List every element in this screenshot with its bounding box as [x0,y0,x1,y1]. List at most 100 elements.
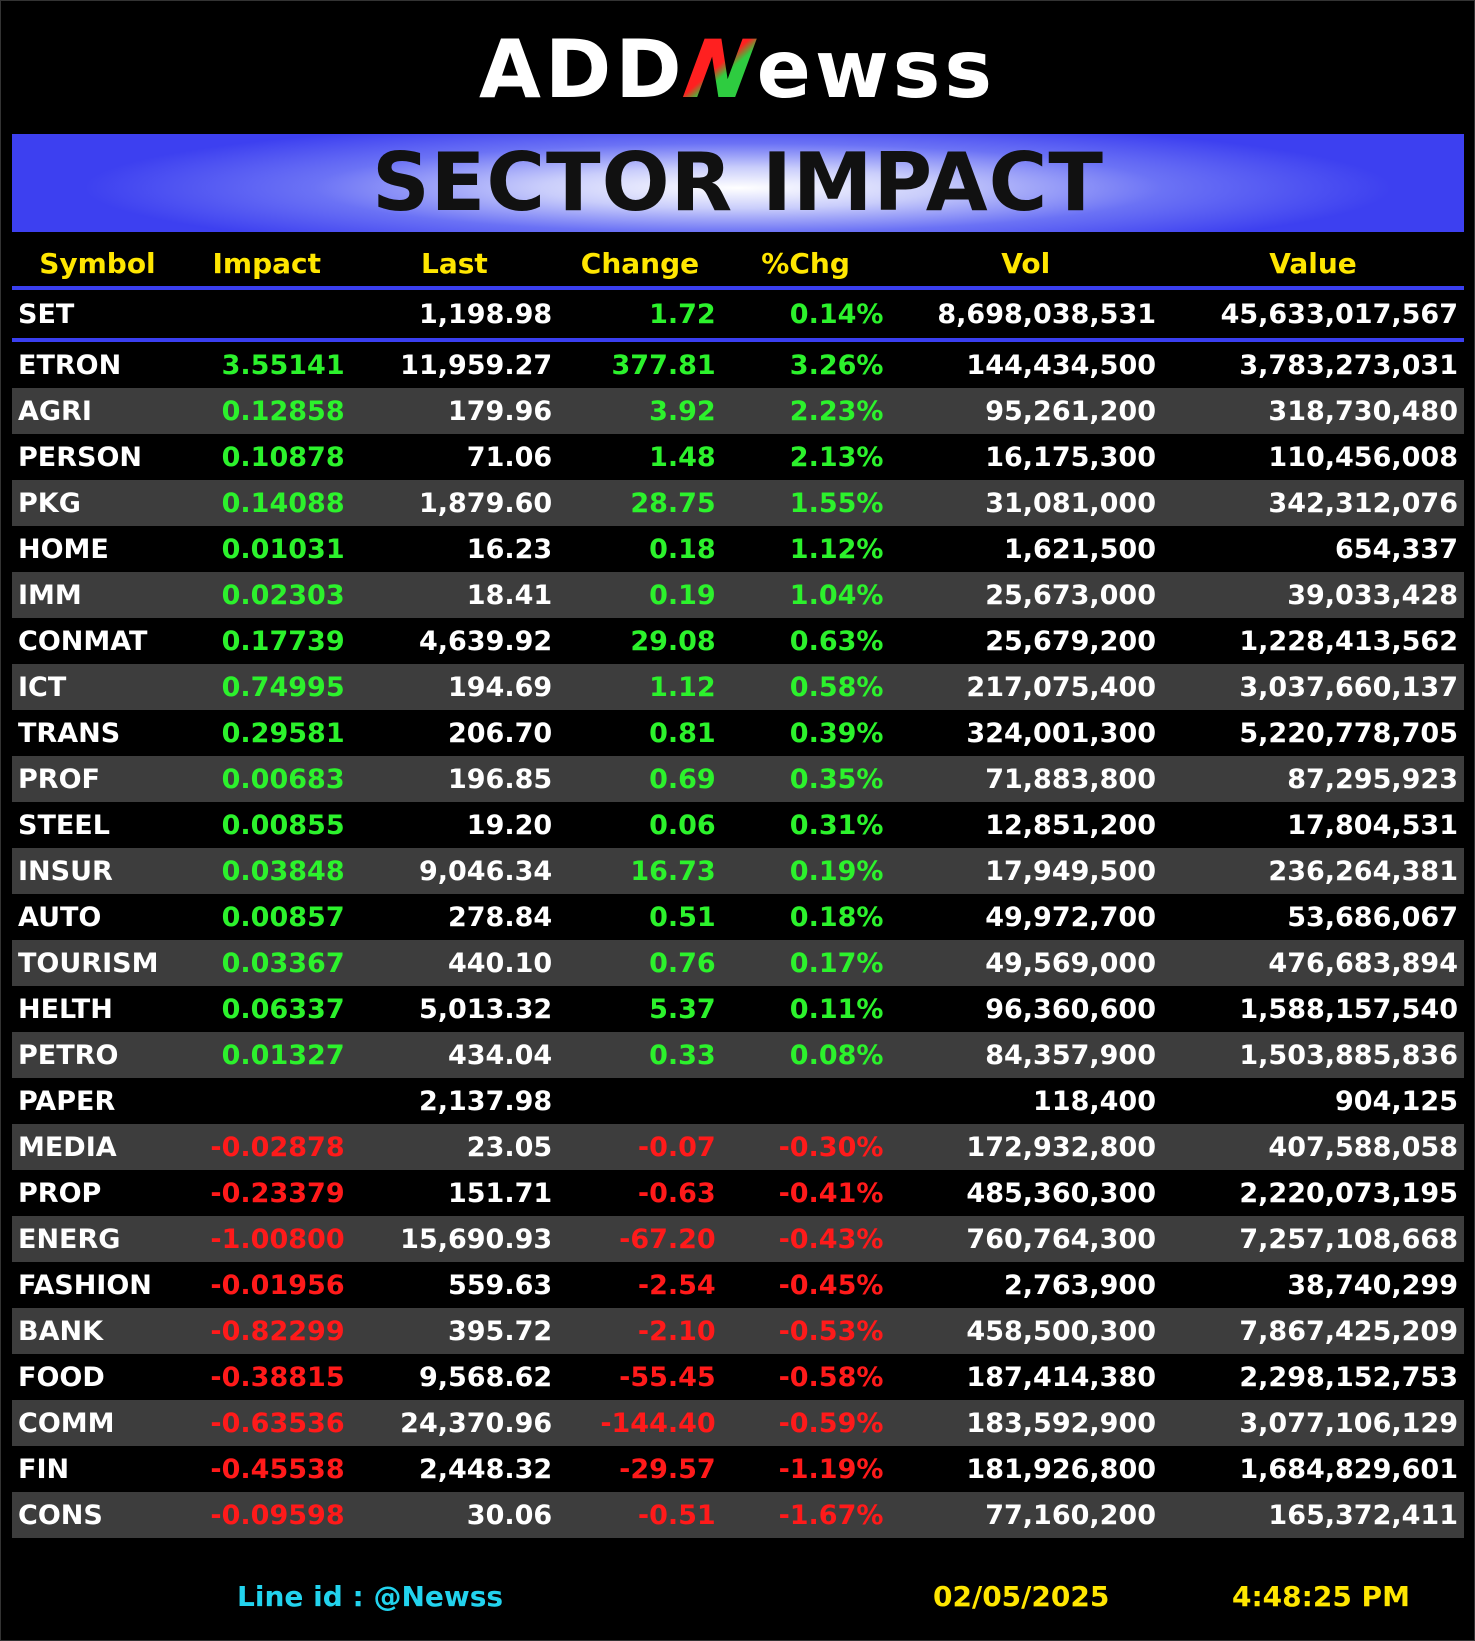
sector-last: 559.63 [447,1269,553,1301]
sector-change: -144.40 [558,1400,722,1446]
table-row: ICT 0.74995 194.69 1.12 0.58% 217,075,400 3,03… [12,664,1464,710]
sector-value: 654,337 [1335,533,1458,565]
market-value: 45,633,017,567 [1162,288,1464,342]
market-impact [182,288,351,342]
table-row: HELTH 0.06337 5,013.32 5.37 0.11% 96,360,600 1… [12,986,1464,1032]
sector-vol: 25,673,000 [889,572,1163,618]
sector-change: 28.75 [558,480,722,526]
sector-change: -55.45 [619,1361,716,1393]
sector-pct-change: -0.41% [778,1177,884,1209]
sector-impact: -1.00800 [182,1216,351,1262]
table-row: TOURISM 0.03367 440.10 0.76 0.17% 49,569,000 4… [12,940,1464,986]
banner-title: SECTOR IMPACT [372,136,1104,229]
column-header-vol: Vol [889,240,1163,290]
sector-impact: 0.00683 [182,756,351,802]
sector-pct-change: -0.58% [778,1361,884,1393]
sector-change: -2.10 [558,1308,722,1354]
sector-value: 1,503,885,836 [1162,1032,1464,1078]
sector-symbol: AGRI [12,388,183,434]
sector-change: 377.81 [611,349,716,381]
sector-pct-change: 1.12% [789,533,884,565]
sector-symbol: CONS [12,1492,183,1538]
sector-value: 342,312,076 [1162,480,1464,526]
sector-impact-banner: SECTOR IMPACT [12,134,1464,232]
table-row: INSUR 0.03848 9,046.34 16.73 0.19% 17,949,500… [12,848,1464,894]
sector-pct-change: -0.53% [721,1308,890,1354]
sector-vol: 485,360,300 [966,1177,1157,1209]
table-row: AUTO 0.00857 278.84 0.51 0.18% 49,972,700 53,6… [12,894,1464,940]
sector-change: -29.57 [619,1453,716,1485]
sector-last: 440.10 [350,940,559,986]
market-change: 1.72 [558,288,722,342]
sector-pct-change: -0.30% [721,1124,890,1170]
table-row: CONS -0.09598 30.06 -0.51 -1.67% 77,160,200 16… [12,1492,1464,1538]
sector-last: 2,448.32 [418,1453,553,1485]
sector-symbol: AUTO [18,901,102,933]
sector-pct-change: 1.55% [721,480,890,526]
sector-impact-table: Symbol Impact Last Change %Chg Vol Value… [12,240,1464,1538]
market-last: 1,198.98 [350,288,559,342]
sector-last: 278.84 [447,901,553,933]
table-row: PROP -0.23379 151.71 -0.63 -0.41% 485,360,300… [12,1170,1464,1216]
sector-impact: 0.74995 [182,664,351,710]
logo-part-1: ADD [478,23,686,116]
sector-change: 0.06 [649,809,716,841]
sector-value: 318,730,480 [1162,388,1464,434]
sector-change: -0.07 [558,1124,722,1170]
sector-last: 9,046.34 [350,848,559,894]
column-header-impact: Impact [182,240,351,290]
table-row: STEEL 0.00855 19.20 0.06 0.31% 12,851,200 17,8… [12,802,1464,848]
addnewss-logo: ADDNewss [0,20,1475,120]
sector-last: 18.41 [350,572,559,618]
table-row: ETRON 3.55141 11,959.27 377.81 3.26% 144,434,… [12,340,1464,388]
sector-symbol: INSUR [12,848,183,894]
sector-value: 165,372,411 [1162,1492,1464,1538]
table-row: PAPER 2,137.98 118,400 904,125 [12,1078,1464,1124]
sector-last: 194.69 [350,664,559,710]
sector-symbol: PERSON [18,441,143,473]
sector-vol: 1,621,500 [1003,533,1157,565]
table-row: BANK -0.82299 395.72 -2.10 -0.53% 458,500,300… [12,1308,1464,1354]
sector-value: 39,033,428 [1162,572,1464,618]
table-row: AGRI 0.12858 179.96 3.92 2.23% 95,261,200 318,… [12,388,1464,434]
sector-pct-change: -0.59% [721,1400,890,1446]
table-row: FIN -0.45538 2,448.32 -29.57 -1.19% 181,926,8… [12,1446,1464,1492]
sector-symbol: PROP [18,1177,102,1209]
sector-change: 1.48 [649,441,716,473]
sector-change: 16.73 [558,848,722,894]
sector-last: 71.06 [466,441,553,473]
sector-symbol: BANK [12,1308,183,1354]
sector-impact: -0.45538 [210,1453,345,1485]
sector-vol: 181,926,800 [966,1453,1157,1485]
sector-change: -67.20 [558,1216,722,1262]
sector-value: 904,125 [1335,1085,1458,1117]
table-row: PETRO 0.01327 434.04 0.33 0.08% 84,357,900 1,5… [12,1032,1464,1078]
sector-symbol: IMM [12,572,183,618]
sector-last: 5,013.32 [418,993,553,1025]
sector-value: 2,298,152,753 [1239,1361,1458,1393]
sector-last: 395.72 [350,1308,559,1354]
sector-last: 24,370.96 [350,1400,559,1446]
sector-last: 151.71 [447,1177,553,1209]
sector-impact: 0.14088 [182,480,351,526]
table-row: TRANS 0.29581 206.70 0.81 0.39% 324,001,300 5,… [12,710,1464,756]
sector-value: 1,684,829,601 [1239,1453,1458,1485]
logo-part-2: ewss [756,23,997,116]
sector-change: 0.81 [649,717,716,749]
logo-accent-letter: N [677,20,766,120]
sector-change: 0.51 [649,901,716,933]
sector-last: 9,568.62 [418,1361,553,1393]
sector-pct-change: 0.18% [789,901,884,933]
sector-vol: 144,434,500 [966,349,1157,381]
sector-vol: 2,763,900 [1003,1269,1157,1301]
sector-vol: 95,261,200 [889,388,1163,434]
table-row: HOME 0.01031 16.23 0.18 1.12% 1,621,500 654,33… [12,526,1464,572]
table-row: MEDIA -0.02878 23.05 -0.07 -0.30% 172,932,800… [12,1124,1464,1170]
column-header-pct-change: %Chg [721,240,890,290]
table-row: PROF 0.00683 196.85 0.69 0.35% 71,883,800 87,2… [12,756,1464,802]
sector-value: 7,257,108,668 [1162,1216,1464,1262]
sector-symbol: PETRO [12,1032,183,1078]
column-header-symbol: Symbol [12,240,183,290]
sector-vol: 71,883,800 [889,756,1163,802]
sector-pct-change: 0.39% [789,717,884,749]
